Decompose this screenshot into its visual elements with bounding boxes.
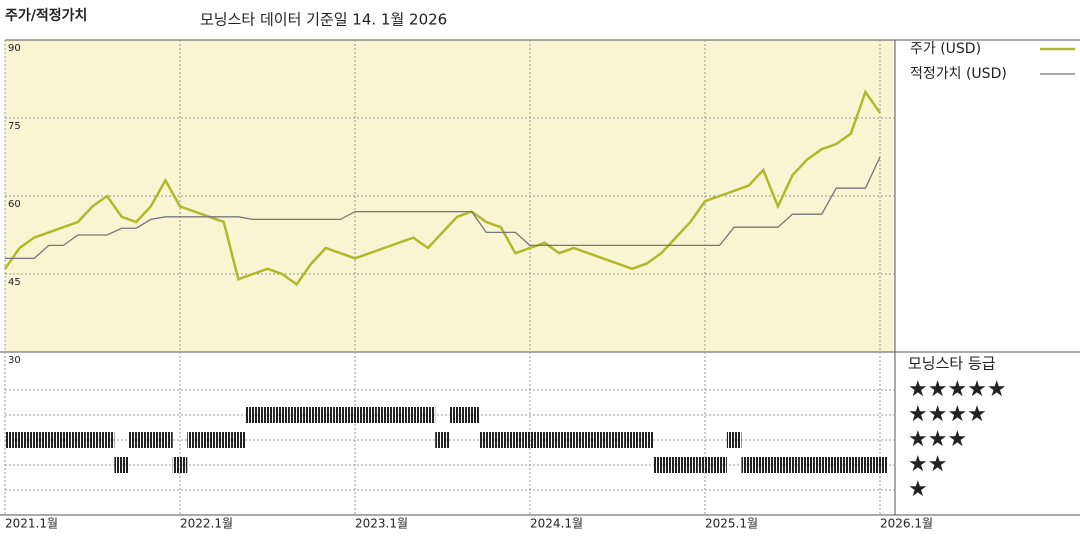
- y-tick-label: 75: [8, 121, 21, 132]
- rating-mark: [785, 457, 800, 473]
- rating-mark: [858, 457, 873, 473]
- rating-mark: [260, 407, 275, 423]
- rating-mark: [26, 432, 42, 448]
- rating-mark: [158, 432, 173, 448]
- y-tick-label: 45: [8, 277, 21, 288]
- rating-mark: [201, 432, 217, 448]
- rating-mark: [843, 457, 859, 473]
- rating-mark: [726, 432, 742, 448]
- rating-mark: [537, 432, 552, 448]
- rating-mark: [12, 432, 27, 448]
- rating-mark: [624, 432, 640, 448]
- rating-mark: [610, 432, 625, 448]
- series-line: [3, 89, 882, 287]
- x-tick-label: 2021.1월: [5, 517, 58, 531]
- rating-mark: [245, 407, 261, 423]
- rating-label: ★★★★: [908, 402, 987, 427]
- x-tick-label: 2026.1월: [880, 517, 933, 531]
- rating-mark: [464, 407, 479, 423]
- rating-mark: [712, 457, 727, 473]
- rating-mark: [274, 407, 290, 423]
- rating-mark: [814, 457, 829, 473]
- rating-mark: [391, 407, 407, 423]
- rating-mark: [85, 432, 100, 448]
- rating-mark: [289, 407, 304, 423]
- rating-mark: [770, 457, 786, 473]
- rating-mark: [347, 407, 363, 423]
- rating-label: ★★★★★: [908, 377, 1007, 402]
- y-tick-label: 60: [8, 199, 21, 210]
- rating-mark: [653, 457, 669, 473]
- x-tick-label: 2022.1월: [180, 517, 233, 531]
- rating-mark: [668, 457, 684, 473]
- rating-mark: [231, 432, 246, 448]
- rating-mark: [172, 457, 188, 473]
- rating-mark: [478, 432, 494, 448]
- rating-mark: [128, 432, 144, 448]
- rating-mark: [216, 432, 232, 448]
- rating-mark: [449, 407, 465, 423]
- rating-mark: [420, 407, 436, 423]
- rating-mark: [303, 407, 319, 423]
- rating-mark: [639, 432, 654, 448]
- y-tick-label: 30: [8, 355, 21, 366]
- rating-label: ★: [908, 477, 928, 502]
- rating-mark: [99, 432, 115, 448]
- rating-mark: [362, 407, 377, 423]
- x-tick-label: 2025.1월: [705, 517, 758, 531]
- legend-label: 적정가치 (USD): [910, 66, 1007, 82]
- rating-mark: [376, 407, 392, 423]
- rating-mark: [799, 457, 815, 473]
- rating-mark: [187, 432, 202, 448]
- rating-mark: [143, 432, 159, 448]
- rating-mark: [756, 457, 771, 473]
- rating-label: ★★: [908, 452, 947, 477]
- rating-mark: [70, 432, 86, 448]
- legend-label: 주가 (USD): [910, 41, 981, 57]
- rating-mark: [435, 432, 450, 448]
- rating-mark: [318, 407, 334, 423]
- series-line: [5, 156, 881, 260]
- rating-label: ★★★: [908, 427, 967, 452]
- rating-mark: [828, 457, 844, 473]
- rating-mark: [333, 407, 348, 423]
- rating-mark: [114, 457, 129, 473]
- x-tick-label: 2023.1월: [355, 517, 408, 531]
- rating-mark: [741, 457, 757, 473]
- x-tick-label: 2024.1월: [530, 517, 583, 531]
- y-tick-label: 90: [8, 43, 21, 54]
- rating-mark: [581, 432, 596, 448]
- rating-mark: [872, 457, 888, 473]
- rating-mark: [508, 432, 523, 448]
- rating-mark: [56, 432, 71, 448]
- rating-mark: [595, 432, 611, 448]
- rating-mark: [5, 432, 13, 448]
- rating-mark: [697, 457, 713, 473]
- rating-mark: [406, 407, 421, 423]
- rating-mark: [566, 432, 582, 448]
- rating-title: 모닝스타 등급: [908, 355, 996, 373]
- chart-subtitle: 모닝스타 데이터 기준일 14. 1월 2026: [200, 11, 447, 29]
- rating-mark: [551, 432, 567, 448]
- rating-mark: [522, 432, 538, 448]
- rating-mark: [493, 432, 509, 448]
- rating-mark: [41, 432, 57, 448]
- rating-mark: [683, 457, 698, 473]
- chart-title: 주가/적정가치: [5, 7, 87, 24]
